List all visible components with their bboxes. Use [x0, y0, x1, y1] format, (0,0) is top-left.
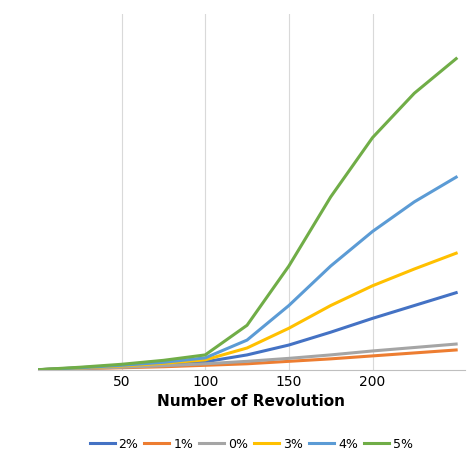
0% — [161, 363, 166, 369]
1% — [118, 365, 124, 371]
1% — [411, 350, 417, 356]
4% — [35, 367, 41, 373]
4% — [161, 359, 166, 365]
4% — [286, 303, 292, 309]
2% — [244, 352, 250, 358]
0% — [35, 367, 41, 373]
0% — [244, 358, 250, 364]
Legend: 2%, 1%, 0%, 3%, 4%, 5%: 2%, 1%, 0%, 3%, 4%, 5% — [84, 433, 418, 456]
0% — [77, 366, 82, 372]
Line: 2%: 2% — [38, 293, 456, 370]
3% — [118, 363, 124, 369]
5% — [453, 56, 459, 62]
4% — [370, 228, 375, 234]
3% — [202, 357, 208, 363]
2% — [202, 359, 208, 365]
Line: 3%: 3% — [38, 253, 456, 370]
5% — [118, 362, 124, 367]
0% — [118, 365, 124, 370]
3% — [411, 266, 417, 272]
4% — [453, 174, 459, 180]
4% — [328, 263, 334, 269]
5% — [77, 365, 82, 370]
0% — [370, 348, 375, 354]
5% — [35, 367, 41, 373]
0% — [453, 341, 459, 347]
2% — [77, 365, 82, 371]
4% — [77, 365, 82, 371]
3% — [77, 365, 82, 371]
5% — [411, 91, 417, 96]
4% — [244, 337, 250, 343]
0% — [286, 356, 292, 361]
0% — [328, 352, 334, 358]
5% — [202, 352, 208, 358]
3% — [35, 367, 41, 373]
3% — [370, 283, 375, 289]
1% — [244, 361, 250, 367]
2% — [35, 367, 41, 373]
1% — [161, 364, 166, 370]
Line: 4%: 4% — [38, 177, 456, 370]
3% — [244, 345, 250, 351]
3% — [328, 303, 334, 309]
Line: 5%: 5% — [38, 59, 456, 370]
1% — [453, 347, 459, 353]
2% — [453, 290, 459, 296]
1% — [328, 356, 334, 362]
3% — [286, 326, 292, 331]
1% — [370, 353, 375, 359]
2% — [328, 329, 334, 335]
1% — [77, 366, 82, 372]
4% — [118, 363, 124, 368]
5% — [161, 357, 166, 363]
Line: 1%: 1% — [38, 350, 456, 370]
4% — [202, 355, 208, 361]
3% — [453, 250, 459, 256]
0% — [411, 345, 417, 350]
5% — [244, 322, 250, 328]
4% — [411, 199, 417, 205]
2% — [118, 364, 124, 370]
Line: 0%: 0% — [38, 344, 456, 370]
2% — [286, 342, 292, 348]
3% — [161, 360, 166, 366]
5% — [328, 194, 334, 200]
5% — [286, 263, 292, 269]
X-axis label: Number of Revolution: Number of Revolution — [157, 394, 345, 409]
2% — [411, 303, 417, 309]
1% — [286, 358, 292, 364]
1% — [202, 363, 208, 368]
2% — [161, 362, 166, 368]
1% — [35, 367, 41, 373]
0% — [202, 361, 208, 367]
2% — [370, 316, 375, 321]
5% — [370, 135, 375, 140]
